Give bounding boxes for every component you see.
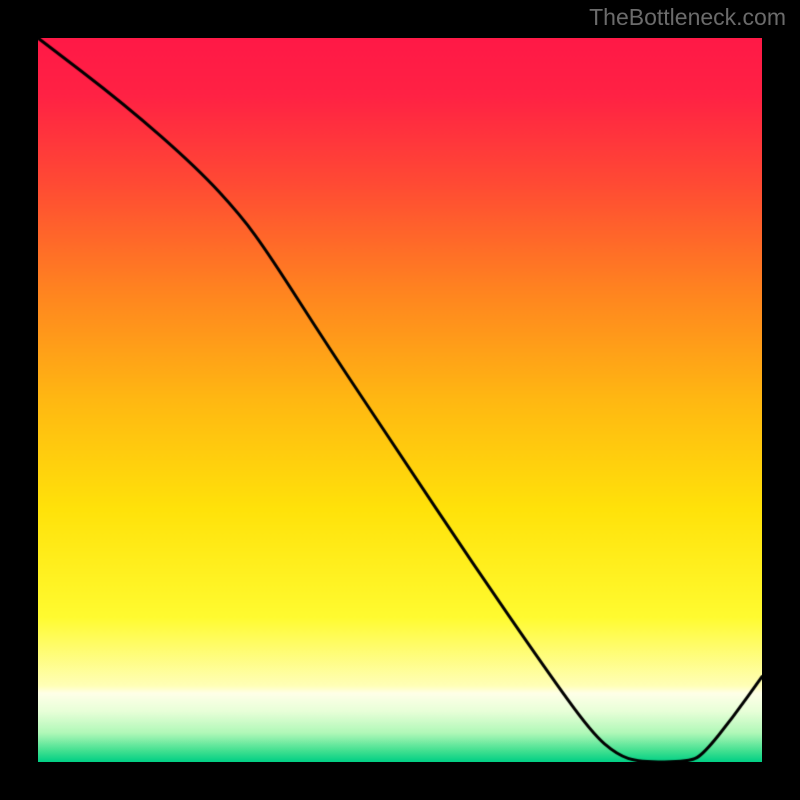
watermark-text: TheBottleneck.com (589, 4, 786, 31)
chart-plot-area (38, 38, 762, 762)
bottleneck-curve (38, 38, 762, 762)
